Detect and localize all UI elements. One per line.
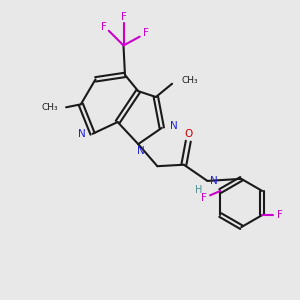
Text: F: F	[277, 210, 283, 220]
Text: CH₃: CH₃	[182, 76, 198, 85]
Text: F: F	[100, 22, 106, 32]
Text: N: N	[170, 121, 178, 130]
Text: N: N	[210, 176, 218, 186]
Text: F: F	[201, 193, 206, 203]
Text: CH₃: CH₃	[41, 103, 58, 112]
Text: N: N	[137, 146, 145, 157]
Text: O: O	[184, 129, 192, 139]
Text: F: F	[121, 12, 126, 22]
Text: H: H	[196, 185, 203, 195]
Text: N: N	[78, 129, 86, 139]
Text: F: F	[143, 28, 149, 38]
